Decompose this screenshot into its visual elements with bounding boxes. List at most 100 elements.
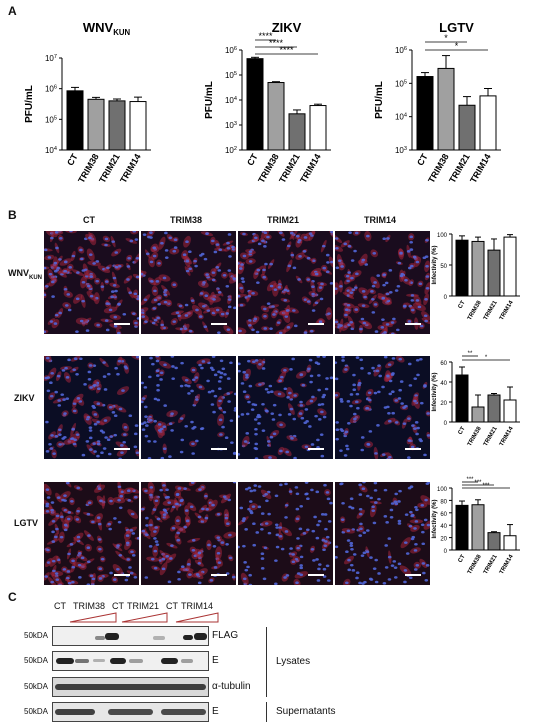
- y-tick-label: 106: [395, 46, 407, 55]
- lane-label-trim38: TRIM38: [73, 601, 106, 611]
- micrograph-r1-c3: [238, 231, 333, 334]
- dose-triangles: [69, 612, 219, 623]
- y-tick-label: 50: [440, 264, 447, 270]
- bar-trim21: [108, 100, 126, 151]
- chart-zikv-pfu: ZIKV102103104105106PFU/mLCTTRIM38TRIM21T…: [204, 20, 331, 185]
- bar-ct: [455, 504, 469, 551]
- lane-label-trim21: TRIM21: [127, 601, 160, 611]
- bar-trim14: [503, 236, 517, 297]
- band: [129, 659, 143, 663]
- y-tick-label: 100: [437, 487, 448, 493]
- dose-triangle-trim38: [69, 612, 117, 623]
- band: [108, 709, 153, 715]
- bar-trim38: [471, 504, 485, 551]
- y-tick-label: 103: [395, 146, 407, 155]
- x-tick-label: TRIM21: [483, 553, 499, 575]
- row-label-lgtv: LGTV: [14, 518, 38, 528]
- bar-ct: [455, 374, 469, 423]
- bar-trim38: [471, 240, 485, 297]
- significance-label: *: [444, 33, 448, 43]
- x-tick-label: TRIM38: [467, 299, 483, 321]
- y-tick-label: 107: [45, 54, 57, 63]
- group-label-supernatants: Supernatants: [276, 706, 336, 717]
- y-tick-label: 104: [225, 96, 237, 105]
- y-axis-label: Infectivity (%): [432, 499, 438, 538]
- group-label-lysates: Lysates: [276, 656, 311, 667]
- target-label-flag: FLAG: [212, 630, 239, 641]
- y-tick-label: 0: [444, 421, 448, 427]
- panel-label-a: A: [8, 4, 17, 18]
- y-axis-label: Infectivity (%): [432, 372, 438, 411]
- bar-trim14: [309, 105, 327, 151]
- bar-ct: [455, 239, 469, 297]
- chart-title: ZIKV: [272, 20, 302, 35]
- x-tick-label: CT: [65, 152, 80, 168]
- x-tick-label: TRIM21: [483, 299, 499, 321]
- chart-lgtv-pfu: LGTV103104105106PFU/mLCTTRIM38TRIM21TRIM…: [374, 20, 501, 185]
- y-tick-label: 102: [225, 146, 237, 155]
- significance-label: ****: [258, 31, 273, 41]
- y-tick-label: 106: [45, 85, 57, 94]
- lysates-bracket: [266, 627, 267, 697]
- band: [194, 633, 207, 640]
- y-tick-label: 106: [225, 46, 237, 55]
- significance-label: ****: [269, 38, 284, 48]
- x-tick-label: CT: [458, 554, 467, 564]
- band: [110, 658, 126, 664]
- bar-trim38: [87, 98, 105, 151]
- bar-trim38: [267, 82, 285, 151]
- significance-label: ***: [474, 480, 482, 486]
- bar-trim21: [487, 532, 501, 551]
- y-tick-label: 105: [225, 71, 237, 80]
- y-axis-label: PFU/mL: [204, 81, 215, 119]
- band: [75, 659, 89, 663]
- lane-label-ct-3: CT: [166, 601, 178, 611]
- y-tick-label: 40: [440, 381, 447, 387]
- bar-trim14: [129, 101, 147, 151]
- micrograph-r2-c1: [44, 356, 139, 459]
- blot-strip-tubulin: [52, 677, 209, 697]
- band: [181, 659, 193, 663]
- y-tick-label: 60: [440, 512, 447, 518]
- marker-label-tubulin: 50kDA: [24, 682, 49, 691]
- lane-label-ct-1: CT: [54, 601, 66, 611]
- y-tick-label: 0: [444, 549, 448, 555]
- y-tick-label: 0: [444, 295, 448, 301]
- y-tick-label: 80: [440, 499, 447, 505]
- band: [105, 633, 119, 640]
- panel-label-b: B: [8, 208, 17, 222]
- y-tick-label: 104: [45, 146, 57, 155]
- y-tick-label: 60: [440, 361, 447, 367]
- x-tick-label: TRIM21: [483, 425, 499, 447]
- bar-ct: [66, 90, 84, 151]
- bar-trim21: [288, 113, 306, 151]
- column-label-trim14: TRIM14: [363, 215, 396, 225]
- micrograph-r1-c2: [141, 231, 236, 334]
- chart-title: WNVKUN: [83, 20, 131, 37]
- micrograph-r1-c4: [335, 231, 430, 334]
- band: [183, 635, 193, 640]
- y-tick-label: 20: [440, 401, 447, 407]
- y-tick-label: 105: [395, 79, 407, 88]
- y-axis-label: PFU/mL: [374, 81, 385, 119]
- y-tick-label: 40: [440, 524, 447, 530]
- band: [55, 684, 206, 690]
- micrograph-r3-c1: [44, 482, 139, 585]
- lane-label-trim14: TRIM14: [181, 601, 214, 611]
- micrograph-r3-c3: [238, 482, 333, 585]
- micrograph-r2-c3: [238, 356, 333, 459]
- significance-label: **: [468, 351, 473, 357]
- x-tick-label: TRIM14: [499, 425, 515, 447]
- band: [95, 636, 105, 640]
- x-tick-label: TRIM14: [499, 299, 515, 321]
- significance-label: ***: [466, 477, 474, 483]
- significance-label: ***: [482, 483, 490, 489]
- row-label-wnv: WNVKUN: [8, 268, 42, 281]
- bar-trim14: [503, 535, 517, 551]
- dose-triangle-trim21: [121, 612, 168, 623]
- x-tick-label: TRIM38: [467, 553, 483, 575]
- y-axis-label: PFU/mL: [24, 85, 35, 123]
- chart-wnv-infectivity: 0 50 100 Infectivity (%) CT TRIM38 TRIM21 TRIM1…: [432, 233, 520, 321]
- significance-label: *: [455, 41, 459, 51]
- lane-label-ct-2: CT: [112, 601, 124, 611]
